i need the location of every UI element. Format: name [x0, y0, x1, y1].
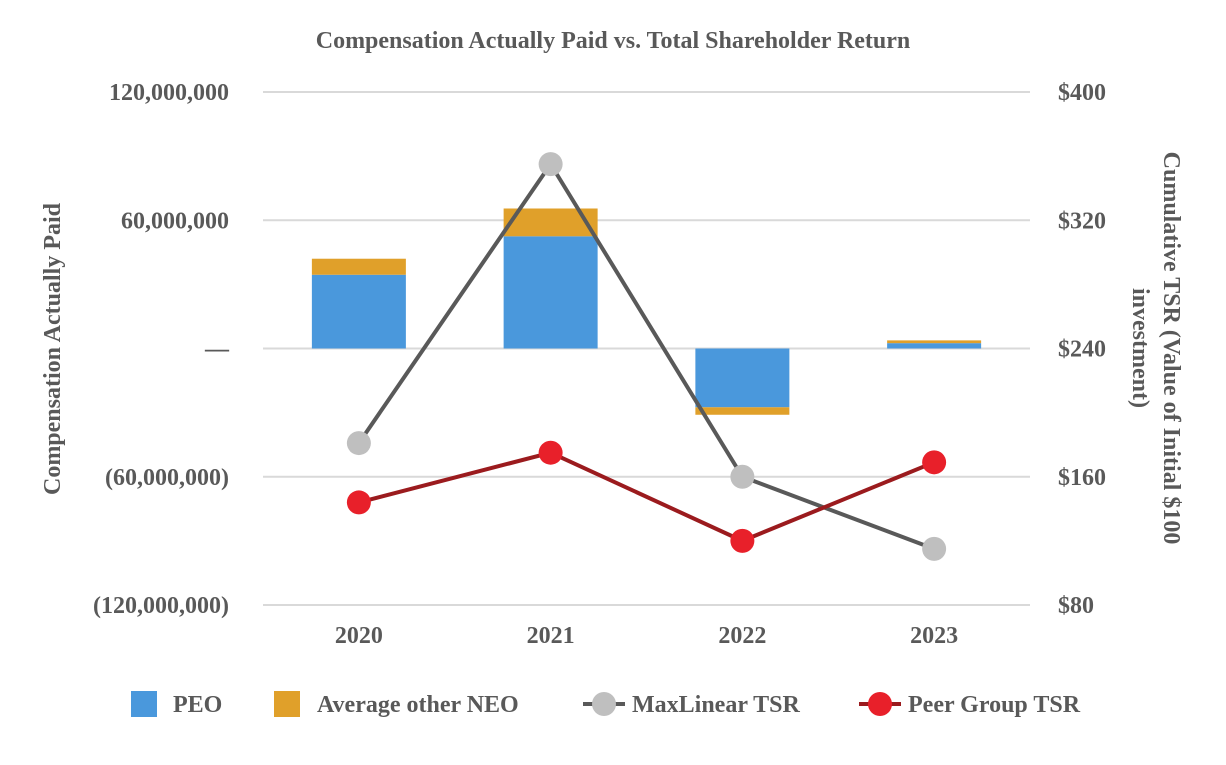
left-tick-label: (60,000,000) [105, 465, 229, 491]
legend-swatch-average-other-neo [274, 691, 300, 717]
point-peer-group-tsr-2022 [730, 528, 755, 553]
bar-peo-2022 [695, 348, 790, 408]
right-tick-label: $240 [1058, 337, 1106, 363]
left-tick-label: 60,000,000 [121, 208, 229, 234]
right-axis-ticks: $400 $320 $240 $160 $80 [1058, 80, 1106, 619]
right-tick-label: $80 [1058, 593, 1094, 619]
point-maxlinear-tsr-2022 [730, 464, 755, 489]
point-peer-group-tsr-2020 [346, 490, 371, 515]
left-tick-label: (120,000,000) [93, 593, 229, 619]
line-peer-group-tsr [358, 450, 935, 543]
lines [346, 152, 947, 561]
right-tick-label: $400 [1058, 80, 1106, 106]
x-tick-label: 2020 [335, 623, 383, 649]
x-tick-label: 2023 [910, 623, 958, 649]
right-axis-title-line1: Cumulative TSR (Value of Initial $100 [1158, 152, 1184, 545]
legend-swatch-peo [131, 691, 157, 717]
right-tick-label: $320 [1058, 208, 1106, 234]
x-tick-label: 2021 [527, 623, 575, 649]
bar-peo-2023 [887, 343, 982, 349]
point-peer-group-tsr-2023 [922, 450, 947, 475]
legend-label-average-other-neo: Average other NEO [317, 692, 519, 718]
left-axis-title: Compensation Actually Paid [40, 202, 66, 495]
left-axis-ticks: 120,000,000 60,000,000 — (60,000,000) (120,0… [93, 80, 230, 619]
right-axis-title-line2: investment) [1127, 288, 1153, 408]
bar-average-other-neo-2023 [887, 340, 982, 344]
point-maxlinear-tsr-2023 [922, 536, 947, 561]
legend-marker-maxlinear-tsr [592, 692, 616, 716]
point-maxlinear-tsr-2021 [538, 152, 563, 177]
legend-label-peer-group-tsr: Peer Group TSR [908, 692, 1081, 718]
bars [311, 208, 982, 415]
bar-average-other-neo-2020 [311, 258, 406, 275]
left-tick-label: 120,000,000 [109, 80, 229, 106]
x-tick-label: 2022 [718, 623, 766, 649]
legend-label-maxlinear-tsr: MaxLinear TSR [632, 692, 800, 718]
point-peer-group-tsr-2021 [538, 440, 563, 465]
bar-peo-2020 [311, 274, 406, 349]
legend-marker-peer-group-tsr [868, 692, 892, 716]
point-maxlinear-tsr-2020 [346, 431, 371, 456]
line-maxlinear-tsr [357, 162, 935, 551]
bar-average-other-neo-2022 [695, 407, 790, 415]
chart-title: Compensation Actually Paid vs. Total Sha… [316, 28, 911, 54]
bar-peo-2021 [503, 236, 598, 349]
left-tick-label: — [204, 337, 230, 363]
x-axis-ticks: 2020 2021 2022 2023 [335, 623, 958, 649]
legend: PEO Average other NEO MaxLinear TSR Peer Gr… [131, 691, 1081, 718]
right-tick-label: $160 [1058, 465, 1106, 491]
legend-label-peo: PEO [173, 692, 222, 718]
